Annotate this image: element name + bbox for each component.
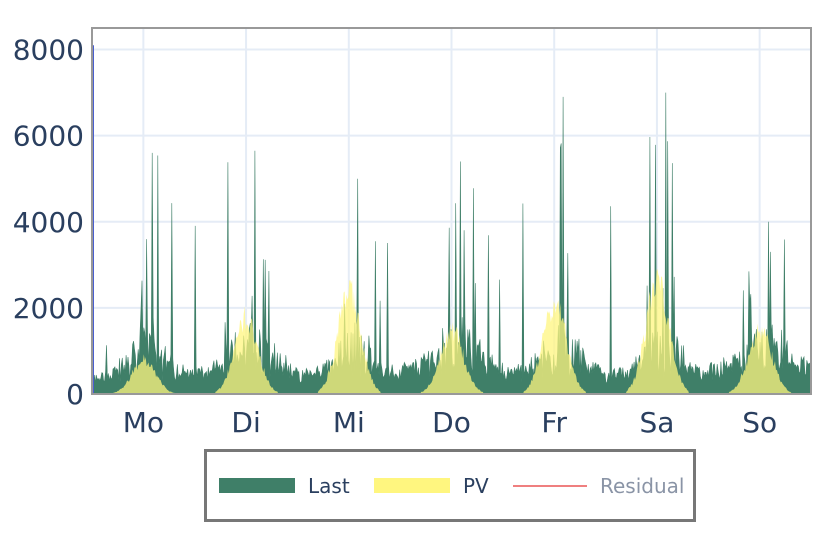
x-tick-label-sa: Sa — [639, 406, 674, 439]
legend-item-pv[interactable]: PV — [374, 452, 489, 519]
y-tick-label: 2000 — [13, 292, 84, 325]
legend-label-pv: PV — [463, 473, 489, 498]
legend: Last PV Residual — [204, 449, 696, 522]
series-area-pv — [92, 268, 811, 394]
legend-swatch-pv — [374, 478, 450, 493]
x-tick-label-so: So — [742, 406, 777, 439]
legend-item-residual[interactable]: Residual — [513, 452, 684, 519]
legend-swatch-last — [219, 478, 295, 493]
chart: 0 2000 4000 6000 8000 Mo Di Mi Do Fr Sa So — [13, 27, 812, 439]
legend-label-last: Last — [308, 473, 350, 498]
y-tick-label: 8000 — [13, 34, 84, 67]
x-tick-label-mi: Mi — [333, 406, 365, 439]
y-axis-ticks: 0 2000 4000 6000 8000 — [13, 34, 84, 411]
x-tick-label-do: Do — [432, 406, 471, 439]
x-tick-label-fr: Fr — [541, 406, 567, 439]
x-tick-label-di: Di — [231, 406, 260, 439]
plot-frame — [91, 27, 812, 395]
legend-item-last[interactable]: Last — [219, 452, 350, 519]
x-tick-label-mo: Mo — [123, 406, 164, 439]
y-tick-label: 6000 — [13, 120, 84, 153]
y-tick-label: 0 — [66, 378, 84, 411]
legend-swatch-residual — [513, 484, 587, 487]
legend-label-residual: Residual — [600, 473, 685, 498]
y-tick-label: 4000 — [13, 206, 84, 239]
x-axis-ticks: Mo Di Mi Do Fr Sa So — [123, 406, 777, 439]
